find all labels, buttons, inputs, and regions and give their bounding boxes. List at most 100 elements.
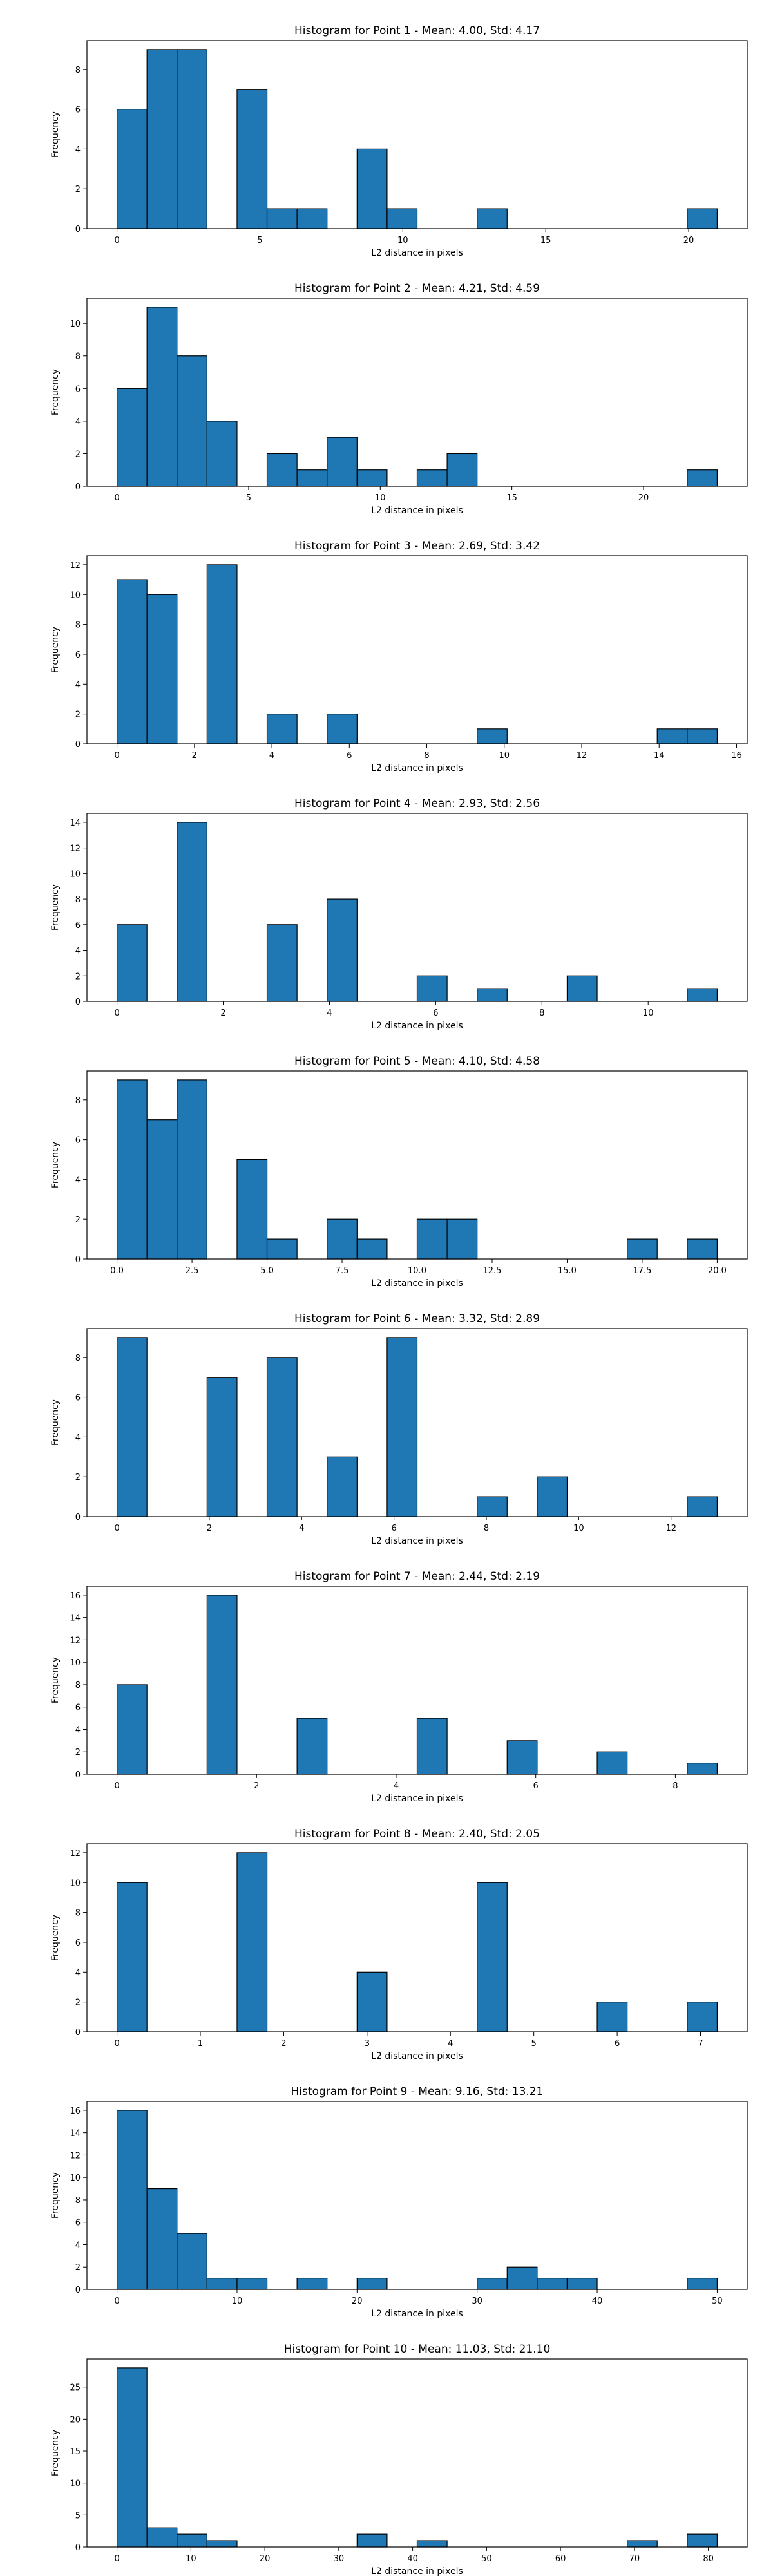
- x-tick-label: 0: [114, 1524, 119, 1533]
- chart-title: Histogram for Point 8 - Mean: 2.40, Std:…: [294, 1828, 540, 1841]
- y-tick-label: 25: [70, 2383, 81, 2393]
- x-axis-label: L2 distance in pixels: [371, 1794, 463, 1804]
- axes-frame: [86, 555, 748, 744]
- histogram-bar: [266, 208, 298, 229]
- y-tick-label: 10: [70, 2174, 81, 2183]
- y-tick-label: 15: [70, 2447, 81, 2457]
- y-tick-label: 0: [75, 1770, 81, 1780]
- histogram-bar: [296, 469, 328, 487]
- x-tick-label: 0: [114, 2554, 119, 2564]
- x-tick-label: 15: [506, 493, 517, 503]
- axes-frame: [86, 298, 748, 487]
- histogram-bar: [687, 2278, 718, 2290]
- chart-title: Histogram for Point 3 - Mean: 2.69, Std:…: [294, 540, 540, 553]
- x-tick-label: 6: [433, 1009, 438, 1018]
- histogram-bar: [116, 1882, 148, 2032]
- y-tick-label: 10: [70, 1879, 81, 1888]
- y-tick-label: 2: [75, 972, 81, 981]
- y-tick-label: 0: [75, 225, 81, 234]
- x-tick-label: 6: [615, 2039, 620, 2049]
- histogram-bar: [266, 714, 298, 744]
- y-axis-label: Frequency: [50, 2172, 61, 2219]
- x-tick-label: 40: [592, 2297, 603, 2306]
- x-tick-label: 0: [114, 493, 119, 503]
- histogram-panel-3: Histogram for Point 3 - Mean: 2.69, Std:…: [50, 540, 748, 773]
- y-tick-label: 2: [75, 1473, 81, 1482]
- x-tick-label: 10: [573, 1524, 584, 1533]
- y-tick-label: 6: [75, 650, 81, 660]
- y-tick-label: 6: [75, 1938, 81, 1948]
- y-tick-label: 4: [75, 947, 81, 956]
- y-tick-label: 6: [75, 1136, 81, 1146]
- y-tick-label: 2: [75, 710, 81, 720]
- y-tick-label: 5: [75, 2511, 81, 2521]
- x-tick-label: 16: [731, 751, 742, 761]
- x-tick-label: 10: [232, 2297, 243, 2306]
- x-tick-label: 15.0: [558, 1266, 577, 1276]
- y-tick-label: 4: [75, 680, 81, 690]
- y-tick-label: 4: [75, 1968, 81, 1978]
- histogram-bar: [416, 1718, 448, 1775]
- x-axis-label: L2 distance in pixels: [371, 2566, 463, 2576]
- histogram-bar: [327, 1218, 358, 1260]
- x-tick-label: 15: [540, 236, 551, 245]
- histogram-bar: [356, 1238, 388, 1260]
- x-tick-label: 5: [246, 493, 251, 503]
- x-tick-label: 0: [114, 236, 119, 245]
- histogram-bar: [687, 2533, 718, 2548]
- x-tick-label: 12: [665, 1524, 676, 1533]
- x-tick-label: 0.0: [110, 1266, 124, 1276]
- x-tick-label: 30: [334, 2554, 345, 2564]
- histogram-bar: [537, 2278, 568, 2290]
- y-tick-label: 8: [75, 1096, 81, 1106]
- x-tick-label: 0: [114, 751, 119, 761]
- x-tick-label: 2: [254, 1781, 259, 1791]
- y-tick-label: 8: [75, 2196, 81, 2206]
- x-tick-label: 8: [484, 1524, 489, 1533]
- histogram-bar: [206, 564, 238, 744]
- y-axis-label: Frequency: [50, 369, 61, 415]
- histogram-bar: [266, 924, 298, 1002]
- x-tick-label: 10: [375, 493, 386, 503]
- y-tick-label: 10: [70, 869, 81, 879]
- y-tick-label: 12: [70, 1636, 81, 1645]
- y-tick-label: 8: [75, 352, 81, 362]
- histogram-bar: [356, 148, 388, 229]
- x-axis-label: L2 distance in pixels: [371, 1021, 463, 1031]
- x-tick-label: 0: [114, 2039, 119, 2049]
- histogram-bar: [386, 1337, 418, 1517]
- histogram-bar: [296, 1718, 328, 1775]
- histogram-bar: [506, 1740, 538, 1775]
- histogram-bar: [566, 2278, 598, 2290]
- histogram-bar: [687, 1238, 718, 1260]
- histogram-bar: [177, 2233, 207, 2290]
- y-tick-label: 2: [75, 450, 81, 459]
- x-axis-label: L2 distance in pixels: [371, 2051, 463, 2061]
- x-tick-label: 8: [424, 751, 429, 761]
- x-tick-label: 4: [394, 1781, 399, 1791]
- histogram-bar: [206, 421, 238, 487]
- y-tick-label: 20: [70, 2415, 81, 2425]
- axes-frame: [86, 2358, 748, 2548]
- y-tick-label: 6: [75, 2219, 81, 2228]
- y-tick-label: 14: [70, 819, 81, 828]
- x-axis-label: L2 distance in pixels: [371, 1278, 463, 1289]
- y-tick-label: 10: [70, 2479, 81, 2489]
- x-tick-label: 1: [198, 2039, 203, 2049]
- x-tick-label: 50: [712, 2297, 723, 2306]
- y-tick-label: 6: [75, 1703, 81, 1713]
- x-tick-label: 12: [577, 751, 587, 761]
- x-tick-label: 20.0: [708, 1266, 727, 1276]
- chart-title: Histogram for Point 7 - Mean: 2.44, Std:…: [294, 1570, 540, 1583]
- histogram-bar: [446, 453, 478, 487]
- histogram-bar: [416, 975, 448, 1002]
- histogram-bar: [687, 469, 718, 487]
- histogram-bar: [116, 1079, 148, 1260]
- x-tick-label: 4: [269, 751, 274, 761]
- y-tick-label: 14: [70, 1614, 81, 1624]
- x-tick-label: 2.5: [186, 1266, 199, 1276]
- histogram-bar: [477, 988, 508, 1002]
- x-tick-label: 0: [114, 1009, 119, 1018]
- y-tick-label: 0: [75, 2028, 81, 2038]
